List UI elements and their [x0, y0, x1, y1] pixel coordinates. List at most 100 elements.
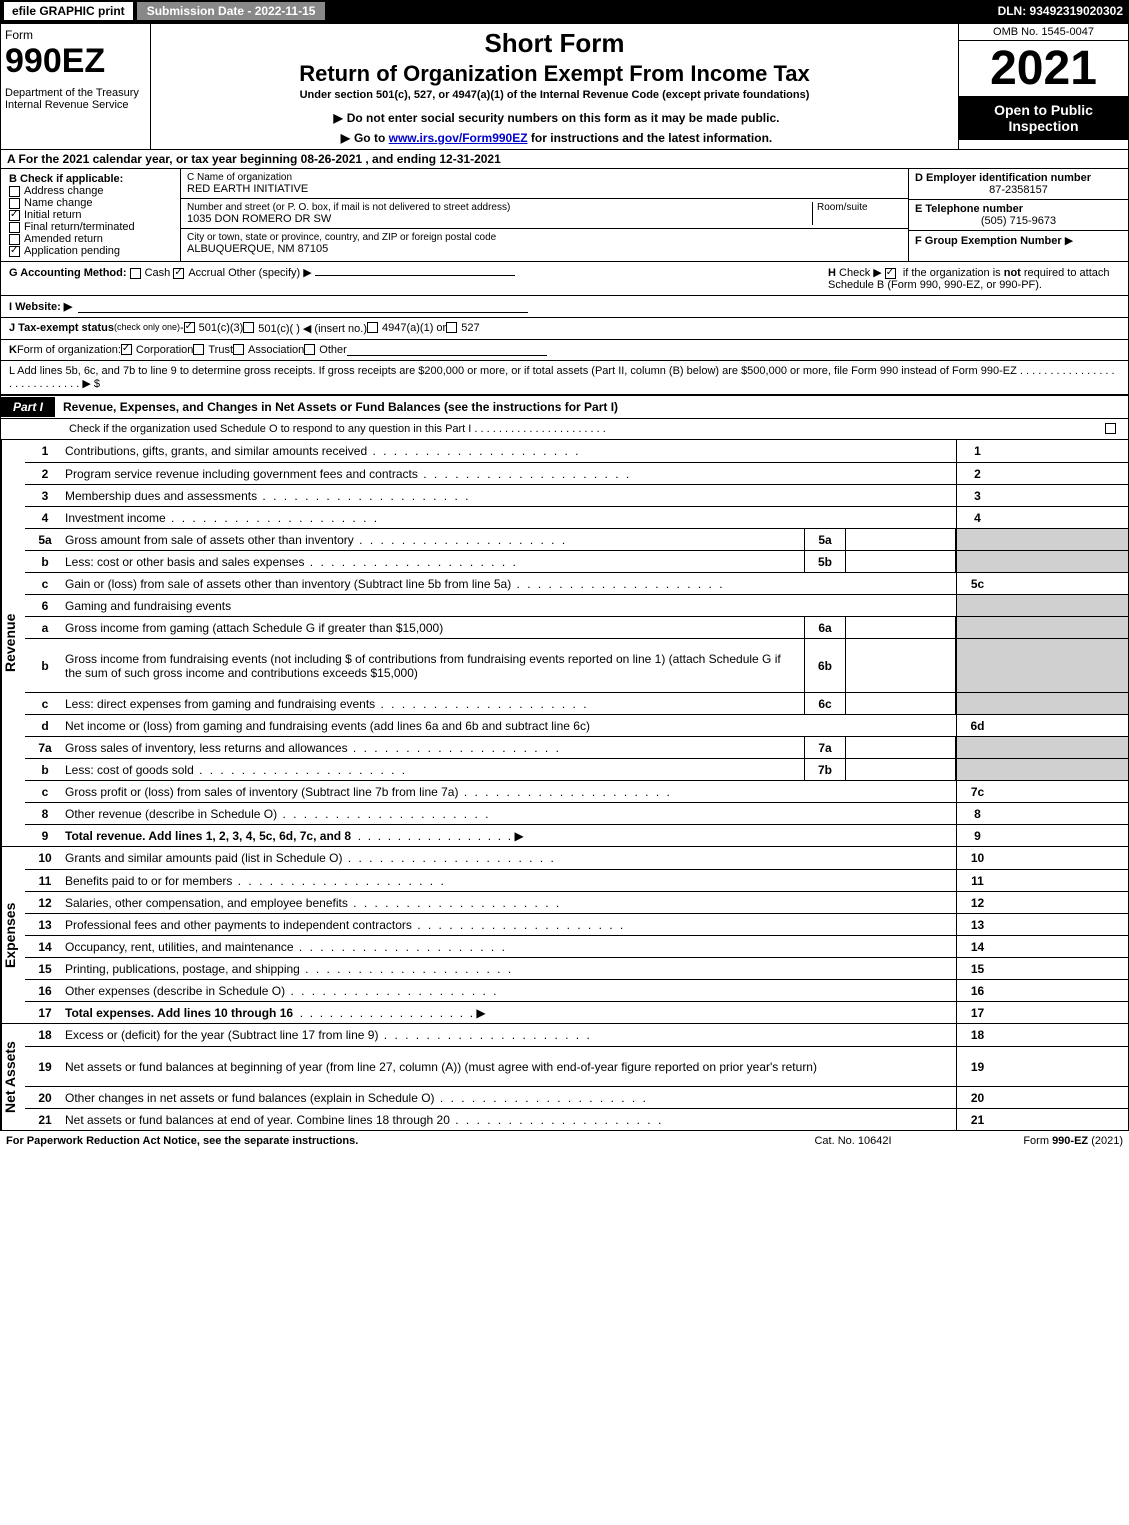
open-public-badge: Open to Public Inspection [959, 96, 1128, 140]
line-13: Professional fees and other payments to … [65, 915, 956, 935]
net-assets-side-label: Net Assets [1, 1024, 25, 1130]
chk-address-change[interactable]: Address change [9, 185, 172, 197]
line-21: Net assets or fund balances at end of ye… [65, 1110, 956, 1130]
chk-app-pending[interactable]: Application pending [9, 245, 172, 257]
line-2: Program service revenue including govern… [65, 464, 956, 484]
part1-header: Part I Revenue, Expenses, and Changes in… [0, 395, 1129, 419]
street-row: Number and street (or P. O. box, if mail… [181, 199, 908, 229]
form-990ez-page: efile GRAPHIC print Submission Date - 20… [0, 0, 1129, 1151]
chk-501c3[interactable] [184, 322, 195, 333]
ein-value: 87-2358157 [915, 184, 1122, 196]
irs-link[interactable]: www.irs.gov/Form990EZ [389, 131, 528, 145]
line-5b: Less: cost or other basis and sales expe… [65, 552, 804, 572]
goto-notice: Go to www.irs.gov/Form990EZ for instruct… [161, 131, 948, 145]
street-value: 1035 DON ROMERO DR SW [187, 213, 812, 225]
line-5a: Gross amount from sale of assets other t… [65, 530, 804, 550]
form-footer: Form 990-EZ (2021) [953, 1135, 1123, 1147]
part1-badge: Part I [1, 397, 55, 417]
line-16: Other expenses (describe in Schedule O) [65, 981, 956, 1001]
city-label: City or town, state or province, country… [187, 232, 902, 243]
group-exempt-row: F Group Exemption Number ▶ [909, 231, 1128, 250]
line-17: Total expenses. Add lines 10 through 16 … [65, 1003, 956, 1023]
chk-other-org[interactable] [304, 344, 315, 355]
dln-label: DLN: 93492319020302 [998, 4, 1129, 18]
line-a: A For the 2021 calendar year, or tax yea… [0, 150, 1129, 169]
group-exempt-label: F Group Exemption Number [915, 235, 1062, 247]
b-label: B Check if applicable: [9, 173, 172, 185]
line-7a: Gross sales of inventory, less returns a… [65, 738, 804, 758]
ein-label: D Employer identification number [915, 172, 1122, 184]
line-6: Gaming and fundraising events [65, 596, 956, 616]
line-4: Investment income [65, 508, 956, 528]
form-number: 990EZ [5, 42, 146, 81]
tel-label: E Telephone number [915, 203, 1122, 215]
dept-label: Department of the Treasury Internal Reve… [5, 87, 146, 111]
expenses-section: Expenses 10Grants and similar amounts pa… [0, 847, 1129, 1024]
g-accounting: G Accounting Method: Cash Accrual Other … [9, 266, 820, 291]
line-18: Excess or (deficit) for the year (Subtra… [65, 1025, 956, 1045]
cat-no: Cat. No. 10642I [753, 1135, 953, 1147]
part1-check-row: Check if the organization used Schedule … [0, 419, 1129, 440]
part1-title: Revenue, Expenses, and Changes in Net As… [55, 396, 1128, 418]
line-19: Net assets or fund balances at beginning… [65, 1057, 956, 1077]
chk-cash[interactable] [130, 268, 141, 279]
city-value: ALBUQUERQUE, NM 87105 [187, 243, 902, 255]
line-8: Other revenue (describe in Schedule O) [65, 804, 956, 824]
tax-year: 2021 [959, 41, 1128, 96]
org-name-row: C Name of organization RED EARTH INITIAT… [181, 169, 908, 199]
line-5c: Gain or (loss) from sale of assets other… [65, 574, 956, 594]
l-gross-receipts-row: L Add lines 5b, 6c, and 7b to line 9 to … [0, 361, 1129, 395]
line-9: Total revenue. Add lines 1, 2, 3, 4, 5c,… [65, 826, 956, 846]
line-6c: Less: direct expenses from gaming and fu… [65, 694, 804, 714]
line-14: Occupancy, rent, utilities, and maintena… [65, 937, 956, 957]
ein-row: D Employer identification number 87-2358… [909, 169, 1128, 200]
chk-h[interactable] [885, 268, 896, 279]
room-suite-label: Room/suite [812, 202, 902, 225]
line-12: Salaries, other compensation, and employ… [65, 893, 956, 913]
line-3: Membership dues and assessments [65, 486, 956, 506]
h-note: H Check ▶ if the organization is not req… [820, 266, 1120, 291]
chk-trust[interactable] [193, 344, 204, 355]
title-col: Short Form Return of Organization Exempt… [151, 24, 958, 149]
revenue-section: Revenue 1Contributions, gifts, grants, a… [0, 440, 1129, 847]
chk-amended[interactable]: Amended return [9, 233, 172, 245]
top-bar: efile GRAPHIC print Submission Date - 20… [0, 0, 1129, 22]
i-website-row: I Website: ▶ [0, 296, 1129, 318]
chk-name-change[interactable]: Name change [9, 197, 172, 209]
chk-501c[interactable] [243, 322, 254, 333]
short-form-title: Short Form [161, 28, 948, 59]
chk-accrual[interactable] [173, 268, 184, 279]
chk-final-return[interactable]: Final return/terminated [9, 221, 172, 233]
pra-notice: For Paperwork Reduction Act Notice, see … [6, 1135, 753, 1147]
expenses-side-label: Expenses [1, 847, 25, 1023]
section-b-col: B Check if applicable: Address change Na… [1, 169, 181, 261]
k-org-form-row: K Form of organization: Corporation Trus… [0, 340, 1129, 361]
tel-value: (505) 715-9673 [915, 215, 1122, 227]
line-20: Other changes in net assets or fund bala… [65, 1088, 956, 1108]
line-15: Printing, publications, postage, and shi… [65, 959, 956, 979]
chk-4947[interactable] [367, 322, 378, 333]
no-ssn-notice: Do not enter social security numbers on … [161, 111, 948, 125]
chk-527[interactable] [446, 322, 457, 333]
section-d-col: D Employer identification number 87-2358… [908, 169, 1128, 261]
header: Form 990EZ Department of the Treasury In… [0, 22, 1129, 150]
chk-corp[interactable] [121, 344, 132, 355]
info-box: B Check if applicable: Address change Na… [0, 169, 1129, 262]
org-name: RED EARTH INITIATIVE [187, 183, 902, 195]
form-word: Form [5, 28, 146, 42]
under-section: Under section 501(c), 527, or 4947(a)(1)… [161, 89, 948, 101]
omb-label: OMB No. 1545-0047 [959, 24, 1128, 41]
g-h-row: G Accounting Method: Cash Accrual Other … [0, 262, 1129, 296]
city-row: City or town, state or province, country… [181, 229, 908, 258]
chk-initial-return[interactable]: Initial return [9, 209, 172, 221]
net-assets-section: Net Assets 18Excess or (deficit) for the… [0, 1024, 1129, 1131]
line-7b: Less: cost of goods sold [65, 760, 804, 780]
chk-part1-scho[interactable] [1105, 423, 1116, 434]
year-col: OMB No. 1545-0047 2021 Open to Public In… [958, 24, 1128, 149]
chk-assoc[interactable] [233, 344, 244, 355]
line-1: Contributions, gifts, grants, and simila… [65, 441, 956, 461]
efile-print-button[interactable]: efile GRAPHIC print [3, 1, 134, 21]
submission-date-label: Submission Date - 2022-11-15 [137, 2, 326, 20]
line-6d: Net income or (loss) from gaming and fun… [65, 716, 956, 736]
form-id-col: Form 990EZ Department of the Treasury In… [1, 24, 151, 149]
